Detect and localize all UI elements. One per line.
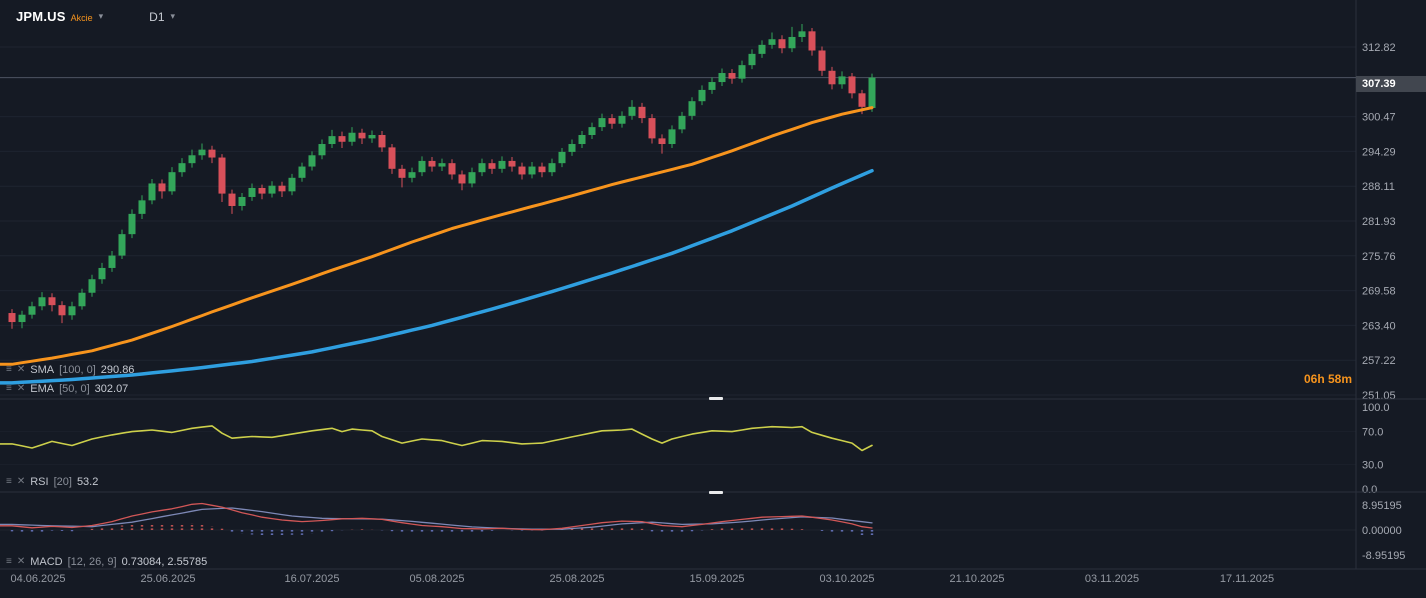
svg-text:04.06.2025: 04.06.2025: [10, 573, 65, 585]
svg-text:70.0: 70.0: [1362, 427, 1383, 439]
price-gridlines: [0, 46, 1356, 531]
candle-countdown-timer: 06h 58m: [1303, 372, 1352, 386]
indicator-name: EMA: [30, 383, 55, 395]
svg-text:03.10.2025: 03.10.2025: [819, 573, 874, 585]
indicator-settings-icon[interactable]: ≡: [6, 556, 12, 567]
symbol-dropdown-caret-icon[interactable]: ▾: [98, 11, 104, 21]
svg-text:25.06.2025: 25.06.2025: [140, 573, 195, 585]
indicator-name: RSI: [30, 476, 49, 488]
indicator-settings-icon[interactable]: ≡: [6, 383, 12, 394]
ema-indicator-legend: ≡ ✕ EMA [50, 0] 302.07: [6, 383, 128, 395]
svg-text:03.11.2025: 03.11.2025: [1085, 573, 1139, 585]
svg-text:30.0: 30.0: [1362, 459, 1383, 471]
indicator-value: 290.86: [100, 364, 135, 376]
svg-text:257.22: 257.22: [1362, 355, 1396, 367]
svg-text:312.82: 312.82: [1362, 42, 1396, 54]
indicator-name: MACD: [30, 556, 63, 568]
indicator-params: [12, 26, 9]: [67, 556, 117, 568]
svg-text:17.11.2025: 17.11.2025: [1220, 573, 1274, 585]
macd-signal-line: [0, 507, 873, 530]
svg-text:0.00000: 0.00000: [1362, 525, 1402, 537]
price-axis-labels: 312.82 300.47 294.29 288.11 281.93 275.76 269.…: [1362, 42, 1396, 402]
candles-layer: [8, 24, 876, 329]
indicator-settings-icon[interactable]: ≡: [6, 364, 12, 375]
indicator-remove-icon[interactable]: ✕: [16, 364, 26, 375]
svg-text:21.10.2025: 21.10.2025: [949, 573, 1004, 585]
svg-text:100.0: 100.0: [1362, 402, 1390, 414]
svg-text:263.40: 263.40: [1362, 320, 1396, 332]
svg-text:281.93: 281.93: [1362, 216, 1396, 228]
timeframe-dropdown-caret-icon[interactable]: ▾: [170, 11, 176, 21]
pane-resize-handle[interactable]: [709, 397, 723, 400]
macd-indicator-legend: ≡ ✕ MACD [12, 26, 9] 0.73084, 2.55785: [6, 556, 207, 568]
indicator-params: [20]: [53, 476, 72, 488]
rsi-line: [0, 425, 873, 452]
indicator-params: [50, 0]: [59, 383, 90, 395]
svg-text:251.05: 251.05: [1362, 390, 1396, 402]
sma100-line: [0, 168, 874, 385]
svg-text:16.07.2025: 16.07.2025: [284, 573, 339, 585]
indicator-settings-icon[interactable]: ≡: [6, 476, 12, 487]
indicator-value: 53.2: [76, 476, 99, 488]
chart-header: JPM.US Akcie ▾ D1 ▾: [16, 9, 175, 24]
indicator-name: SMA: [30, 364, 55, 376]
instrument-type-label: Akcie: [70, 12, 93, 23]
symbol-name[interactable]: JPM.US: [16, 9, 66, 24]
svg-text:0.0: 0.0: [1362, 484, 1377, 496]
svg-text:15.09.2025: 15.09.2025: [689, 573, 744, 585]
svg-text:05.08.2025: 05.08.2025: [409, 573, 464, 585]
indicator-params: [100, 0]: [59, 364, 96, 376]
svg-text:300.47: 300.47: [1362, 112, 1396, 124]
ema50-line: [0, 106, 874, 366]
timeframe-selector[interactable]: D1: [149, 9, 165, 24]
macd-histogram-layer: [10, 523, 874, 536]
svg-text:-8.95195: -8.95195: [1362, 550, 1405, 562]
indicator-value: 302.07: [94, 383, 129, 395]
pane-resize-handle[interactable]: [709, 491, 723, 494]
svg-text:269.58: 269.58: [1362, 286, 1396, 298]
indicator-value: 0.73084, 2.55785: [121, 556, 208, 568]
time-axis-labels: 04.06.2025 25.06.2025 16.07.2025 05.08.2025…: [10, 573, 1274, 585]
sma-indicator-legend: ≡ ✕ SMA [100, 0] 290.86: [6, 364, 134, 376]
indicator-remove-icon[interactable]: ✕: [16, 556, 26, 567]
current-price-badge: 307.39: [1356, 76, 1426, 92]
rsi-indicator-legend: ≡ ✕ RSI [20] 53.2: [6, 476, 98, 488]
macd-line: [0, 502, 873, 531]
svg-text:294.29: 294.29: [1362, 146, 1396, 158]
indicator-remove-icon[interactable]: ✕: [16, 476, 26, 487]
svg-text:275.76: 275.76: [1362, 251, 1396, 263]
svg-text:288.11: 288.11: [1362, 181, 1395, 193]
svg-text:8.95195: 8.95195: [1362, 500, 1402, 512]
indicator-remove-icon[interactable]: ✕: [16, 383, 26, 394]
svg-text:25.08.2025: 25.08.2025: [549, 573, 604, 585]
rsi-axis-labels: 100.0 70.0 30.0 0.0: [1362, 402, 1390, 496]
macd-axis-labels: 8.95195 0.00000 -8.95195: [1362, 500, 1405, 562]
